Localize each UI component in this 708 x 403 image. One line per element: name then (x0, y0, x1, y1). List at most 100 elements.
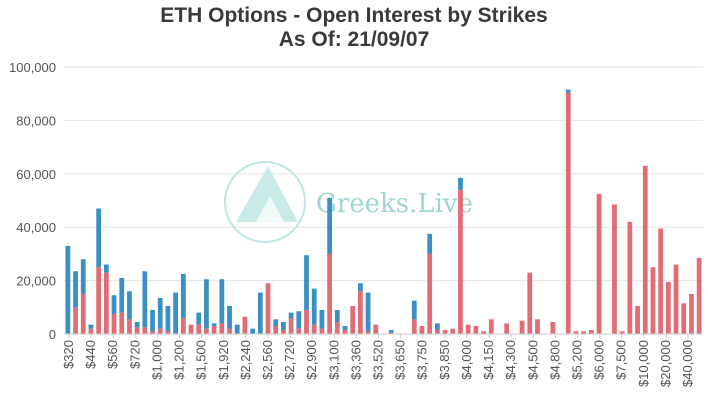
bar-segment-blue[interactable] (73, 271, 78, 308)
bar-segment-red[interactable] (242, 316, 248, 334)
bar-segment-red[interactable] (596, 193, 602, 334)
bar-segment-red[interactable] (650, 267, 656, 334)
bar-segment-blue[interactable] (204, 279, 209, 329)
bar-segment-red[interactable] (204, 328, 209, 334)
bar-segment-red[interactable] (519, 320, 525, 334)
bar-segment-red[interactable] (427, 253, 433, 334)
bar-segment-blue[interactable] (165, 305, 171, 332)
bar-segment-red[interactable] (435, 329, 440, 334)
bar-segment-red[interactable] (288, 317, 294, 334)
bar-segment-blue[interactable] (119, 277, 125, 313)
bar-segment-red[interactable] (642, 165, 648, 334)
bar-segment-red[interactable] (450, 328, 456, 334)
bar-segment-blue[interactable] (142, 271, 148, 328)
bar-segment-red[interactable] (481, 331, 486, 334)
bar-segment-blue[interactable] (296, 311, 302, 329)
bar-segment-blue[interactable] (65, 245, 71, 334)
bar-segment-blue[interactable] (319, 309, 325, 329)
bar-segment-blue[interactable] (365, 292, 371, 332)
bar-segment-red[interactable] (350, 305, 356, 334)
bar-segment-red[interactable] (373, 324, 379, 334)
bar-segment-blue[interactable] (334, 309, 340, 322)
bar-segment-blue[interactable] (80, 259, 86, 294)
bar-segment-red[interactable] (504, 323, 510, 334)
bar-segment-blue[interactable] (227, 305, 232, 329)
bar-segment-blue[interactable] (134, 321, 140, 328)
bar-segment-red[interactable] (80, 293, 86, 334)
bar-segment-blue[interactable] (358, 283, 363, 292)
bar-segment-red[interactable] (473, 325, 479, 334)
bar-segment-red[interactable] (304, 309, 309, 334)
bar-segment-red[interactable] (127, 319, 132, 334)
bar-segment-red[interactable] (388, 332, 394, 334)
bar-segment-red[interactable] (365, 331, 371, 334)
bar-segment-red[interactable] (327, 253, 332, 334)
bar-segment-red[interactable] (273, 325, 279, 334)
bar-segment-red[interactable] (442, 329, 448, 334)
bar-segment-red[interactable] (73, 307, 78, 334)
bar-segment-blue[interactable] (103, 264, 109, 273)
bar-segment-red[interactable] (488, 319, 494, 334)
bar-segment-red[interactable] (142, 327, 148, 334)
bar-segment-blue[interactable] (411, 300, 417, 320)
bar-segment-red[interactable] (565, 92, 571, 335)
bar-segment-red[interactable] (88, 328, 94, 334)
bar-segment-blue[interactable] (435, 323, 440, 330)
bar-segment-red[interactable] (211, 325, 217, 334)
bar-segment-red[interactable] (458, 189, 463, 334)
bar-segment-red[interactable] (635, 305, 640, 334)
bar-segment-blue[interactable] (427, 233, 433, 254)
bar-segment-red[interactable] (111, 313, 117, 334)
bar-segment-red[interactable] (612, 204, 617, 334)
bar-segment-blue[interactable] (127, 291, 132, 320)
bar-segment-red[interactable] (627, 221, 633, 334)
bar-segment-red[interactable] (535, 319, 540, 334)
bar-segment-red[interactable] (673, 264, 679, 334)
bar-segment-blue[interactable] (234, 324, 240, 334)
bar-segment-blue[interactable] (196, 312, 202, 325)
bar-segment-red[interactable] (665, 281, 671, 334)
bar-segment-red[interactable] (281, 329, 286, 334)
bar-segment-blue[interactable] (88, 324, 94, 329)
bar-segment-blue[interactable] (180, 273, 186, 318)
bar-segment-blue[interactable] (288, 312, 294, 318)
bar-segment-red[interactable] (103, 272, 109, 334)
bar-segment-blue[interactable] (342, 325, 348, 330)
bar-segment-blue[interactable] (157, 297, 163, 329)
bar-segment-red[interactable] (358, 291, 363, 334)
bar-segment-red[interactable] (658, 228, 664, 334)
bar-segment-blue[interactable] (304, 255, 309, 310)
bar-segment-red[interactable] (150, 331, 155, 334)
bar-segment-red[interactable] (227, 328, 232, 334)
bar-segment-red[interactable] (296, 328, 302, 334)
bar-segment-red[interactable] (265, 283, 271, 334)
bar-segment-red[interactable] (588, 329, 594, 334)
bar-segment-blue[interactable] (250, 328, 256, 334)
bar-segment-red[interactable] (681, 303, 687, 334)
bar-segment-red[interactable] (689, 293, 694, 334)
bar-segment-blue[interactable] (458, 177, 463, 190)
bar-segment-red[interactable] (342, 329, 348, 334)
bar-segment-red[interactable] (196, 324, 202, 334)
bar-segment-red[interactable] (188, 324, 194, 334)
bar-segment-blue[interactable] (173, 292, 179, 334)
bar-segment-blue[interactable] (219, 279, 225, 324)
bar-segment-red[interactable] (619, 331, 625, 334)
bar-segment-red[interactable] (157, 328, 163, 334)
bar-segment-blue[interactable] (281, 321, 286, 330)
bar-segment-blue[interactable] (273, 319, 279, 326)
bar-segment-red[interactable] (419, 325, 425, 334)
bar-segment-red[interactable] (219, 323, 225, 334)
bar-segment-red[interactable] (527, 272, 533, 334)
bar-segment-red[interactable] (465, 324, 471, 334)
bar-segment-red[interactable] (581, 331, 587, 334)
bar-segment-red[interactable] (134, 327, 140, 334)
bar-segment-red[interactable] (696, 257, 702, 334)
bar-segment-blue[interactable] (96, 208, 102, 268)
bar-segment-red[interactable] (96, 267, 102, 334)
bar-segment-red[interactable] (411, 319, 417, 334)
bar-segment-blue[interactable] (150, 309, 155, 332)
bar-segment-blue[interactable] (257, 292, 263, 334)
bar-segment-red[interactable] (319, 328, 325, 334)
bar-segment-red[interactable] (165, 331, 171, 334)
